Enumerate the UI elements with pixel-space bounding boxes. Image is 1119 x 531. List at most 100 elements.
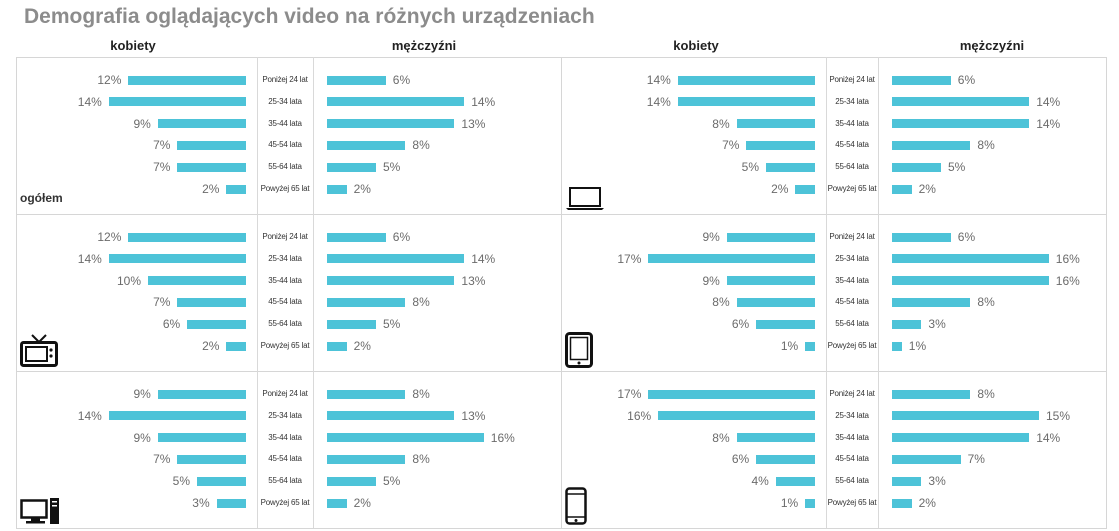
- value-label-men: 13%: [461, 408, 486, 423]
- bar-men: [892, 75, 951, 85]
- tv-icon: [20, 334, 58, 373]
- age-category-label: Poniżej 24 lat: [829, 389, 875, 398]
- value-label-women: 12%: [97, 230, 122, 244]
- value-label-women: 7%: [153, 160, 171, 175]
- bar-men: [327, 476, 376, 486]
- bar-women: [197, 476, 246, 486]
- bar-women: [226, 341, 246, 351]
- value-label-women: 9%: [702, 230, 720, 244]
- bar-women: [726, 276, 815, 286]
- value-label-men: 8%: [977, 387, 995, 401]
- value-label-men: 14%: [1036, 116, 1061, 131]
- header-women-right: kobiety: [673, 38, 719, 53]
- label-divider: [313, 371, 314, 528]
- age-category-label: 25-34 lata: [835, 410, 869, 420]
- value-label-women: 14%: [77, 408, 102, 423]
- panel-label: ogółem: [20, 191, 63, 205]
- value-label-men: 6%: [957, 230, 976, 244]
- bar-women: [187, 319, 246, 329]
- bar-women: [805, 341, 815, 351]
- bar-men: [327, 184, 347, 194]
- age-category-label: Powyżej 65 lat: [260, 184, 310, 193]
- label-divider: [257, 371, 258, 528]
- bar-women: [736, 433, 815, 443]
- label-divider: [313, 214, 314, 371]
- value-label-men: 6%: [392, 230, 411, 244]
- value-label-men: 5%: [948, 160, 966, 175]
- value-label-women: 14%: [77, 251, 102, 266]
- label-divider: [257, 214, 258, 371]
- bar-women: [157, 433, 246, 443]
- value-label-men: 14%: [471, 94, 496, 109]
- age-category-label: 25-34 lata: [268, 253, 302, 263]
- age-category-label: 35-44 lata: [268, 432, 302, 442]
- age-category-label: 45-54 lata: [835, 140, 869, 150]
- bar-men: [892, 389, 971, 399]
- age-category-label: 55-64 lata: [835, 476, 869, 486]
- value-label-women: 17%: [617, 387, 642, 401]
- bar-men: [892, 140, 971, 150]
- bar-men: [327, 411, 455, 421]
- label-divider: [826, 57, 827, 214]
- value-label-women: 3%: [192, 496, 210, 510]
- bar-men: [327, 140, 406, 150]
- bar-women: [677, 97, 815, 107]
- value-label-women: 7%: [153, 295, 171, 310]
- value-label-men: 16%: [1055, 251, 1080, 266]
- bar-men: [892, 454, 961, 464]
- value-label-men: 2%: [353, 339, 371, 353]
- bar-men: [892, 97, 1030, 107]
- label-divider: [878, 214, 879, 371]
- label-divider: [257, 57, 258, 214]
- label-divider: [878, 57, 879, 214]
- bar-women: [177, 162, 246, 172]
- value-label-men: 8%: [977, 295, 995, 310]
- age-category-label: 45-54 lata: [835, 297, 869, 307]
- value-label-men: 7%: [967, 452, 985, 467]
- age-category-label: 55-64 lata: [835, 162, 869, 172]
- age-category-label: Poniżej 24 lat: [262, 389, 308, 398]
- bar-men: [327, 119, 455, 129]
- value-label-women: 6%: [162, 317, 181, 332]
- age-category-label: Poniżej 24 lat: [829, 75, 875, 84]
- value-label-women: 1%: [780, 496, 799, 510]
- bar-men: [327, 319, 376, 329]
- value-label-women: 12%: [97, 73, 122, 87]
- value-label-men: 5%: [383, 160, 401, 175]
- label-divider: [826, 371, 827, 528]
- value-label-women: 5%: [741, 160, 759, 175]
- value-label-women: 9%: [702, 273, 720, 288]
- bar-women: [216, 498, 246, 508]
- chart-panel: [561, 57, 1107, 215]
- age-category-label: 55-64 lata: [268, 476, 302, 486]
- header-men-right: mężczyźni: [959, 38, 1025, 53]
- value-label-women: 9%: [133, 387, 151, 401]
- value-label-women: 7%: [722, 138, 740, 153]
- age-category-label: 35-44 lata: [268, 118, 302, 128]
- age-category-label: 25-34 lata: [268, 410, 302, 420]
- value-label-men: 14%: [1036, 430, 1061, 445]
- bar-women: [677, 75, 815, 85]
- value-label-men: 8%: [412, 452, 430, 467]
- age-category-label: 35-44 lata: [268, 275, 302, 285]
- bar-men: [327, 498, 347, 508]
- bar-women: [746, 140, 815, 150]
- value-label-men: 6%: [392, 73, 411, 87]
- value-label-men: 2%: [353, 182, 371, 196]
- bar-women: [658, 411, 815, 421]
- age-category-label: Poniżej 24 lat: [262, 75, 308, 84]
- value-label-women: 4%: [751, 474, 769, 489]
- value-label-men: 8%: [412, 138, 430, 153]
- value-label-men: 3%: [928, 317, 946, 332]
- age-category-label: Poniżej 24 lat: [262, 232, 308, 241]
- age-category-label: 45-54 lata: [268, 454, 302, 464]
- value-label-women: 8%: [712, 116, 730, 131]
- age-category-label: 35-44 lata: [835, 118, 869, 128]
- age-category-label: 55-64 lata: [835, 319, 869, 329]
- value-label-men: 2%: [918, 182, 936, 196]
- bar-men: [892, 319, 922, 329]
- bar-women: [108, 254, 246, 264]
- age-category-label: Powyżej 65 lat: [827, 341, 877, 350]
- chart-panel: [16, 214, 562, 372]
